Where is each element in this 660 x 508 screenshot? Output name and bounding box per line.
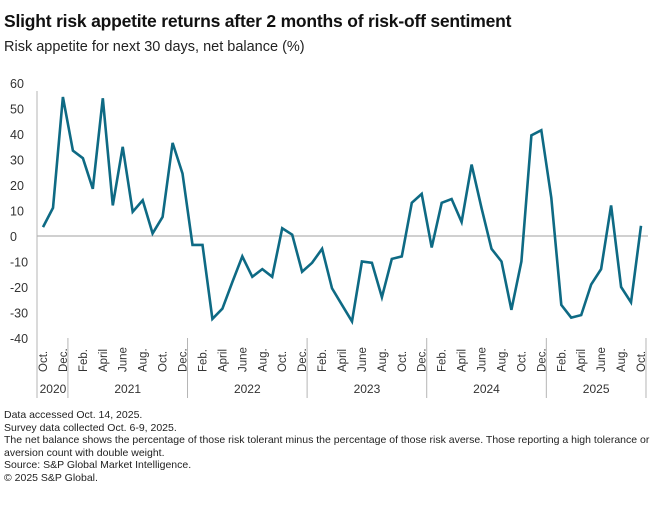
y-tick-label: 30 bbox=[10, 154, 24, 168]
x-tick-label: Oct. bbox=[38, 351, 50, 372]
x-tick-label: Feb. bbox=[437, 349, 449, 372]
x-tick-label: Dec. bbox=[417, 348, 429, 372]
year-label: 2020 bbox=[40, 382, 67, 396]
series-group bbox=[41, 96, 643, 326]
x-tick-label: Oct. bbox=[277, 351, 289, 372]
y-tick-label: 0 bbox=[10, 230, 17, 244]
x-tick-label: Oct. bbox=[397, 351, 409, 372]
x-tick-label: June bbox=[118, 347, 130, 372]
x-tick-label: April bbox=[576, 349, 588, 372]
footnote-methodology: The net balance shows the percentage of … bbox=[4, 434, 650, 459]
x-tick-label: Feb. bbox=[197, 349, 209, 372]
x-tick-label: Aug. bbox=[138, 348, 150, 372]
year-label: 2022 bbox=[234, 382, 261, 396]
chart-subtitle: Risk appetite for next 30 days, net bala… bbox=[4, 39, 305, 55]
x-axis-ticks: Oct. Dec. Feb. April June Aug. Oct. Dec. Feb. Apr… bbox=[38, 347, 648, 372]
x-tick-label: Aug. bbox=[257, 348, 269, 372]
line-chart: 60 50 40 30 20 10 0 -10 -20 -30 -40 Oct. Dec. Feb. Ap… bbox=[10, 77, 648, 398]
x-tick-label: April bbox=[98, 349, 110, 372]
x-tick-label: June bbox=[237, 347, 249, 372]
x-tick-label: Aug. bbox=[377, 348, 389, 372]
y-tick-label: 10 bbox=[10, 205, 24, 219]
axes bbox=[36, 91, 648, 398]
x-tick-label: Dec. bbox=[178, 348, 190, 372]
x-tick-label: June bbox=[477, 347, 489, 372]
year-label: 2023 bbox=[354, 382, 381, 396]
footnote-source: Source: S&P Global Market Intelligence. bbox=[4, 459, 192, 472]
x-tick-label: Oct. bbox=[636, 351, 648, 372]
y-tick-label: 60 bbox=[10, 77, 24, 91]
x-tick-label: Aug. bbox=[496, 348, 508, 372]
y-tick-label: -10 bbox=[10, 256, 28, 270]
year-label: 2024 bbox=[473, 382, 500, 396]
x-tick-label: April bbox=[217, 349, 229, 372]
footnote-survey-dates: Survey data collected Oct. 6-9, 2025. bbox=[4, 421, 177, 434]
x-tick-label: June bbox=[596, 347, 608, 372]
year-label: 2021 bbox=[114, 382, 141, 396]
x-tick-label: Aug. bbox=[616, 348, 628, 372]
x-tick-label: Feb. bbox=[556, 349, 568, 372]
x-tick-label: Feb. bbox=[78, 349, 90, 372]
year-label: 2025 bbox=[583, 382, 610, 396]
y-tick-label: 20 bbox=[10, 179, 24, 193]
x-tick-label: Dec. bbox=[297, 348, 309, 372]
x-axis-years: 2020 2021 2022 2023 2024 2025 bbox=[40, 382, 610, 396]
y-tick-label: -30 bbox=[10, 307, 28, 321]
y-tick-label: 50 bbox=[10, 103, 24, 117]
chart-title: Slight risk appetite returns after 2 mon… bbox=[4, 11, 512, 31]
y-tick-label: 40 bbox=[10, 128, 24, 142]
x-tick-label: June bbox=[357, 347, 369, 372]
x-tick-label: Oct. bbox=[158, 351, 170, 372]
x-tick-label: Feb. bbox=[317, 349, 329, 372]
footnote-copyright: © 2025 S&P Global. bbox=[4, 471, 98, 484]
x-tick-label: Dec. bbox=[58, 348, 70, 372]
x-tick-label: Dec. bbox=[536, 348, 548, 372]
x-tick-label: April bbox=[337, 349, 349, 372]
y-axis-ticks: 60 50 40 30 20 10 0 -10 -20 -30 -40 bbox=[10, 77, 28, 346]
x-tick-label: Oct. bbox=[516, 351, 528, 372]
footnote-data-accessed: Data accessed Oct. 14, 2025. bbox=[4, 409, 143, 421]
series-line-risk-appetite bbox=[41, 96, 643, 326]
chart-footnotes: Data accessed Oct. 14, 2025. Survey data… bbox=[4, 409, 654, 485]
x-tick-label: April bbox=[457, 349, 469, 372]
y-tick-label: -20 bbox=[10, 281, 28, 295]
y-tick-label: -40 bbox=[10, 332, 28, 346]
